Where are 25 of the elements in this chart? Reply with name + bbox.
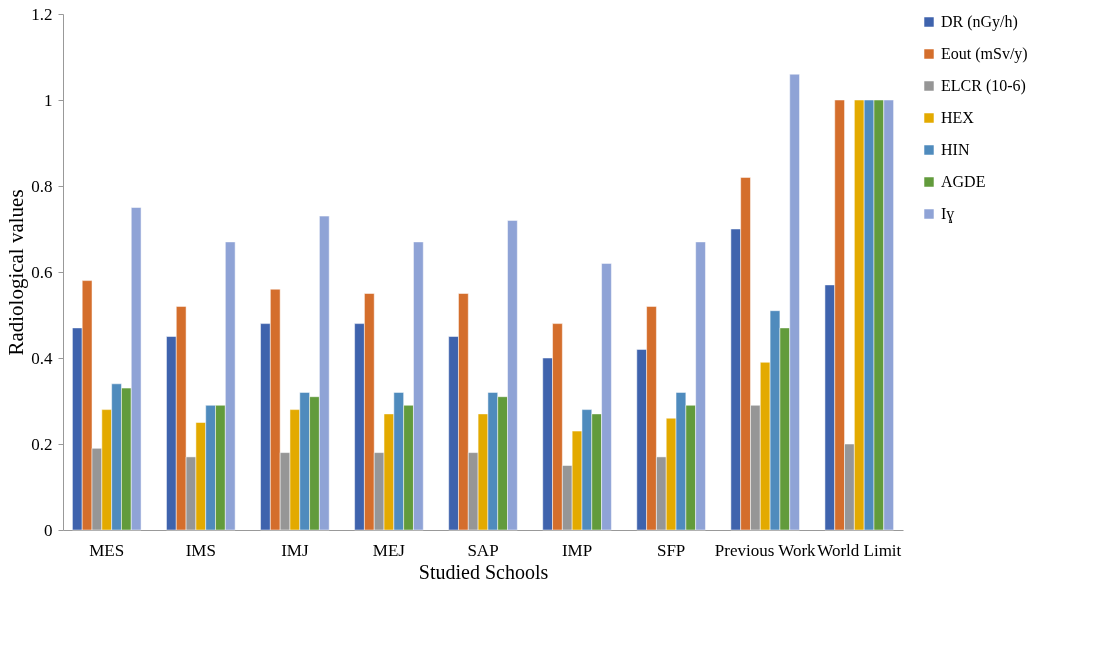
legend-label: HIN xyxy=(941,141,970,158)
x-tick-label: SAP xyxy=(467,540,499,560)
x-tick-label: Previous Work xyxy=(714,540,817,560)
legend-label: AGDE xyxy=(941,173,986,190)
legend-label: Iɣ xyxy=(941,205,955,223)
legend-label: HEX xyxy=(941,109,975,126)
x-tick-label: SFP xyxy=(656,540,686,560)
y-tick-label: 0.8 xyxy=(31,176,53,196)
y-tick-label: 0.2 xyxy=(31,434,53,454)
legend-label: Eout (mSv/y) xyxy=(941,45,1028,63)
x-tick-label: MEJ xyxy=(372,540,406,560)
x-axis-title: Studied Schools xyxy=(418,560,549,583)
y-tick-label: 0.6 xyxy=(31,262,53,282)
x-tick-label: IMP xyxy=(561,540,593,560)
x-tick-label: IMJ xyxy=(281,540,309,560)
y-tick-label: 0.4 xyxy=(31,348,53,368)
legend-label: DR (nGy/h) xyxy=(941,13,1018,31)
y-axis-title: Radiological values xyxy=(4,189,29,356)
x-tick-label: MES xyxy=(89,540,125,560)
y-tick-label: 1 xyxy=(44,90,53,110)
y-tick-label: 1.2 xyxy=(31,4,53,24)
x-tick-label: World Limit xyxy=(817,540,902,560)
legend-label: ELCR (10-6) xyxy=(941,77,1026,95)
x-tick-label: IMS xyxy=(185,540,216,560)
y-tick-label: 0 xyxy=(44,520,53,540)
